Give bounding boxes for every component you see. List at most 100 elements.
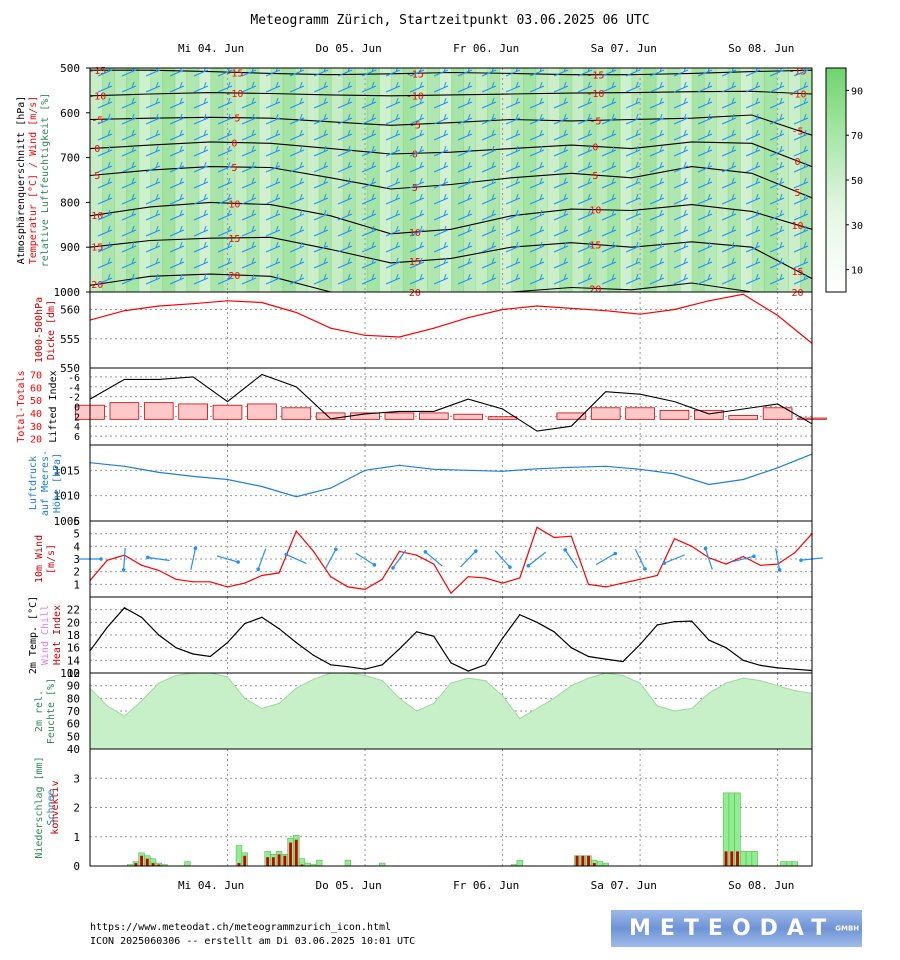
wind-barb: [265, 81, 281, 93]
wind-barb: [625, 145, 641, 157]
wind-barb: [577, 68, 593, 77]
wind-barb: [745, 145, 761, 157]
wind-barb: [97, 241, 113, 253]
wind-barb: [769, 161, 785, 173]
wind10m-arrow: [732, 555, 755, 563]
humidity-column: [595, 68, 609, 292]
wind-barb: [241, 81, 257, 93]
wind-barb: [145, 129, 161, 141]
panel-frame-precipitation: [89, 748, 813, 867]
wind-barb: [505, 273, 521, 285]
wind-barb: [241, 97, 257, 109]
wind-barb: [169, 68, 185, 77]
wind-barb: [601, 177, 617, 189]
isotherm-label: -15: [88, 66, 106, 77]
wind10m-line: [89, 526, 813, 595]
wind10m-arrowhead: [193, 546, 198, 551]
humidity-column: [306, 68, 320, 292]
wind-barb: [361, 97, 377, 109]
atmo-ytick-label: 700: [60, 152, 80, 165]
wind-barb: [433, 209, 449, 221]
wind-barb: [313, 113, 329, 125]
wind10m-point: [278, 572, 280, 574]
wind-barb: [313, 81, 329, 93]
temperature2m-point: [416, 631, 418, 633]
isotherm-line: [89, 166, 813, 199]
wind-barb: [217, 81, 233, 93]
thickness-point: [673, 308, 676, 311]
isotherm-label: -5: [91, 115, 103, 126]
temperature2m-ylabel: Heat Index: [52, 605, 63, 665]
wind-barb: [217, 177, 233, 189]
wind10m-point: [364, 588, 366, 591]
wind-barb: [601, 257, 617, 269]
wind-barb: [433, 241, 449, 253]
wind-barb: [361, 81, 377, 93]
temperature2m-point: [364, 668, 366, 670]
wind-barb: [385, 177, 401, 189]
thickness-ytick-label: 560: [60, 304, 80, 317]
temperature2m-point: [192, 653, 194, 655]
isotherm-line: [89, 236, 813, 280]
precip-convective-bar: [145, 858, 149, 866]
wind-barb: [193, 97, 209, 109]
wind-barb: [337, 145, 353, 157]
wind-barb: [481, 193, 497, 205]
wind-barb: [337, 241, 353, 253]
humidity-column: [378, 68, 392, 292]
wind-barb: [241, 177, 257, 189]
wind10m-point: [158, 569, 160, 572]
wind-barb: [313, 241, 329, 253]
temperature2m-point: [484, 664, 486, 666]
wind10m-point: [536, 526, 538, 528]
wind10m-arrowhead: [256, 567, 260, 572]
wind10m-point: [381, 578, 383, 580]
humidity2m-ytick-label: 90: [67, 680, 80, 693]
wind10m-point: [209, 581, 211, 583]
total-totals-bar: [728, 415, 759, 420]
total-totals-bar: [694, 409, 724, 420]
wind-barb: [529, 177, 545, 189]
wind-barb: [313, 97, 329, 109]
wind-barb: [169, 257, 185, 269]
wind-barb: [121, 257, 137, 269]
thickness-point: [536, 305, 538, 307]
precip-total-bar: [316, 859, 323, 867]
wind10m-point: [312, 550, 315, 553]
pressure-line: [89, 453, 813, 498]
humidity-column: [703, 68, 717, 292]
wind10m-ylabel: 10m Wind: [34, 535, 45, 583]
wind-barb: [721, 145, 737, 157]
thickness-point: [398, 336, 401, 338]
wind-barb: [457, 273, 473, 285]
humidity-column: [475, 68, 489, 292]
footer-url[interactable]: https://www.meteodat.ch/meteogrammzurich…: [90, 922, 392, 933]
isotherm-label: 5: [412, 183, 418, 194]
wind-barb: [121, 81, 137, 93]
humidity2m-point: [742, 677, 744, 679]
wind-barbs: [97, 68, 809, 285]
wind-barb: [145, 225, 161, 237]
day-label-top: Sa 07. Jun: [591, 42, 657, 55]
temperature2m-point: [226, 642, 229, 644]
wind-barb: [193, 273, 209, 285]
wind-barb: [673, 129, 689, 141]
wind10m-point: [794, 552, 796, 554]
humidity2m-ylabel: 2m rel.: [34, 690, 45, 732]
isotherm-label: -5: [792, 126, 804, 137]
wind-barb: [361, 225, 377, 237]
day-label-bottom: Do 05. Jun: [316, 879, 382, 892]
meteodat-logo[interactable]: METEODATGMBH: [611, 910, 862, 947]
wind-barb: [169, 113, 185, 125]
logo-suffix: GMBH: [835, 924, 860, 933]
humidity-column: [667, 68, 681, 292]
humidity2m-point: [450, 682, 452, 684]
thickness-point: [777, 314, 779, 316]
wind10m-arrowhead: [121, 568, 126, 572]
humidity-column: [799, 68, 812, 292]
isotherm-line: [89, 114, 813, 136]
wind-barb: [505, 129, 521, 141]
precip-ytick-label: 1: [73, 831, 80, 844]
wind-barb: [337, 177, 353, 189]
